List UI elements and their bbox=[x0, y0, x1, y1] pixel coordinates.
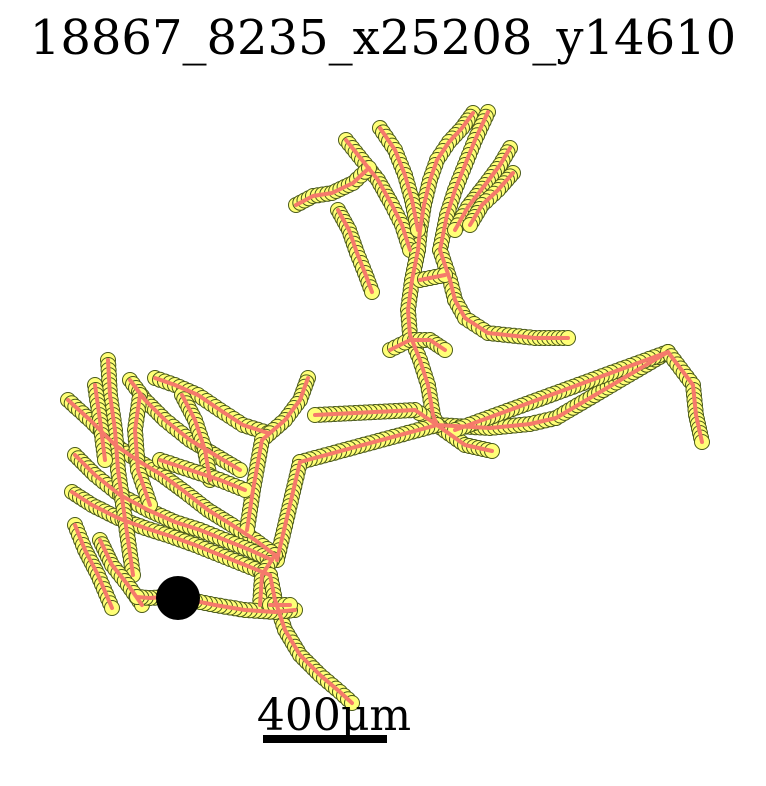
trace-segment bbox=[388, 338, 447, 352]
trace-segment bbox=[133, 393, 152, 507]
trace-segment bbox=[336, 208, 374, 294]
trace-segment bbox=[245, 376, 310, 532]
trace-segment bbox=[435, 423, 494, 453]
trace-segment bbox=[378, 126, 420, 232]
trace-segment bbox=[406, 248, 439, 427]
trace-segment bbox=[294, 166, 371, 207]
trace-segment bbox=[344, 138, 412, 252]
trace-segment bbox=[438, 110, 490, 252]
trace-segment bbox=[70, 490, 272, 577]
trace-segment bbox=[666, 350, 704, 444]
trace-segment bbox=[180, 393, 212, 482]
trace-segment bbox=[468, 171, 515, 227]
trace-segment bbox=[93, 383, 107, 462]
trace-segment bbox=[106, 358, 135, 577]
trace-segment bbox=[554, 350, 670, 420]
trace-segment bbox=[73, 523, 114, 610]
trace-segment bbox=[313, 408, 439, 427]
trace-segment bbox=[298, 423, 439, 464]
trace-segment bbox=[158, 458, 247, 492]
soma bbox=[156, 576, 200, 620]
trace-segment bbox=[73, 453, 274, 562]
trace-segment bbox=[453, 350, 670, 432]
trace-layer bbox=[66, 110, 704, 705]
trace-segment bbox=[418, 273, 447, 282]
trace-segment bbox=[438, 248, 457, 302]
trace-segment bbox=[188, 598, 297, 614]
trace-segment bbox=[258, 553, 277, 607]
trace-segment bbox=[153, 376, 270, 435]
trace-segment bbox=[453, 146, 512, 232]
trace-segment bbox=[128, 378, 242, 472]
trace-segment bbox=[98, 538, 144, 607]
trace-segment bbox=[268, 573, 354, 705]
scale-bar bbox=[263, 735, 387, 743]
trace-segment bbox=[453, 298, 570, 340]
scale-bar-label: 400μm bbox=[256, 690, 412, 741]
figure-title: 18867_8235_x25208_y14610 bbox=[29, 10, 737, 66]
trace-segment bbox=[275, 460, 302, 562]
trace-segment bbox=[416, 111, 475, 252]
